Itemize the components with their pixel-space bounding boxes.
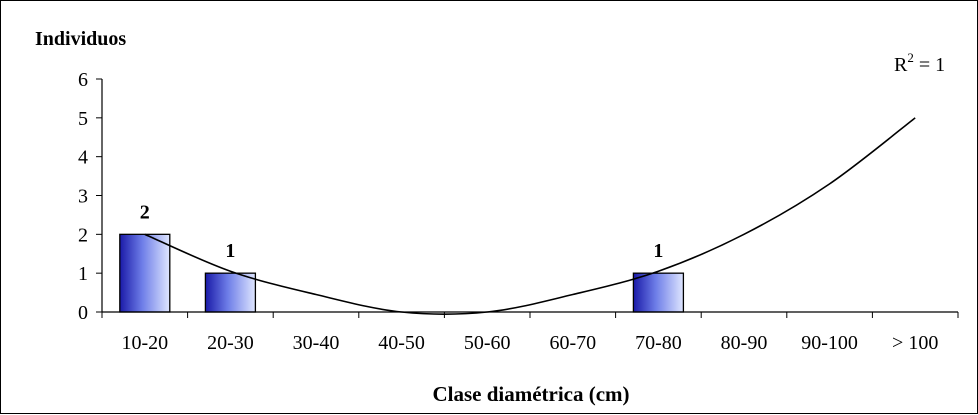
data-labels: 2 1 1 [140, 201, 664, 262]
x-tick-label: 80-90 [721, 332, 768, 354]
x-tick-label: 60-70 [549, 332, 596, 354]
bar [632, 272, 685, 313]
x-tick-label: 50-60 [464, 332, 511, 354]
y-tick-label: 3 [78, 186, 88, 208]
y-tick-label: 5 [78, 108, 88, 130]
x-tick-label: 70-80 [635, 332, 682, 354]
trendline [144, 117, 916, 315]
y-tick-label: 1 [78, 263, 88, 285]
x-axis-title: Clase diamétrica (cm) [432, 382, 629, 406]
data-label: 1 [225, 240, 235, 262]
y-tick-label: 2 [78, 224, 88, 246]
data-label: 2 [140, 201, 150, 223]
data-label: 1 [653, 240, 663, 262]
x-tick-label: 30-40 [293, 332, 340, 354]
bar [204, 272, 257, 313]
x-tick-label: 10-20 [121, 332, 168, 354]
x-tick-label: 40-50 [378, 332, 425, 354]
y-axis: 0 1 2 3 4 5 6 [78, 69, 102, 324]
bar [119, 233, 171, 313]
x-tick-label: 90-100 [801, 332, 858, 354]
bars [119, 233, 685, 313]
y-axis-title: Individuos [35, 28, 126, 50]
x-axis: 10-20 20-30 30-40 40-50 50-60 60-70 70-80 80-90… [101, 312, 959, 354]
y-tick-label: 4 [78, 147, 88, 169]
y-tick-label: 6 [78, 69, 88, 91]
x-tick-label: 20-30 [207, 332, 254, 354]
trendline-path [144, 117, 916, 315]
x-tick-label: > 100 [892, 332, 938, 354]
y-tick-label: 0 [78, 302, 88, 324]
r-squared-annotation: R2 = 1 [894, 50, 945, 76]
